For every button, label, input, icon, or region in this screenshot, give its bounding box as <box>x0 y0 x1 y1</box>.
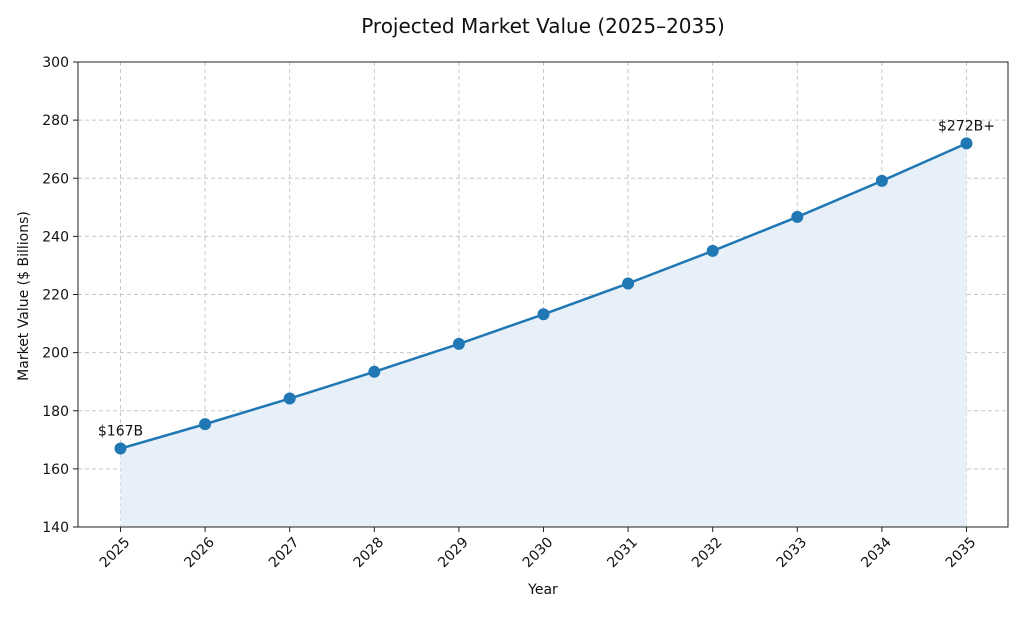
data-point-2030 <box>537 308 550 321</box>
data-point-2027 <box>283 392 296 405</box>
data-point-2033 <box>791 210 804 223</box>
y-tick-label: 140 <box>42 520 69 536</box>
data-point-2028 <box>368 365 381 378</box>
y-axis-label: Market Value ($ Billions) <box>16 211 32 381</box>
annotation-label: $167B <box>98 424 143 440</box>
y-tick-label: 220 <box>42 288 69 304</box>
annotations: $167B $272B+ <box>98 118 995 439</box>
y-tick-label: 160 <box>42 462 69 478</box>
area-fill <box>120 143 967 527</box>
area-fill-layer <box>120 143 967 527</box>
data-point-2029 <box>452 337 465 350</box>
y-tick-label: 200 <box>42 346 69 362</box>
data-point-2025 <box>114 442 127 455</box>
y-tick-label: 260 <box>42 171 69 187</box>
y-tick-label: 180 <box>42 404 69 420</box>
data-point-2032 <box>706 244 719 257</box>
x-axis-label: Year <box>527 582 558 598</box>
data-point-2035 <box>960 137 973 150</box>
y-tick-label: 280 <box>42 113 69 129</box>
data-point-2026 <box>199 418 212 431</box>
data-points <box>114 137 973 455</box>
y-tick-label: 300 <box>42 55 69 71</box>
annotation-label: $272B+ <box>938 118 995 134</box>
data-point-2031 <box>622 277 635 290</box>
y-axis-ticks: 140 160 180 200 220 240 260 280 300 <box>42 55 78 536</box>
data-point-2034 <box>875 174 888 187</box>
chart-title: Projected Market Value (2025–2035) <box>361 14 725 38</box>
y-tick-label: 240 <box>42 229 69 245</box>
